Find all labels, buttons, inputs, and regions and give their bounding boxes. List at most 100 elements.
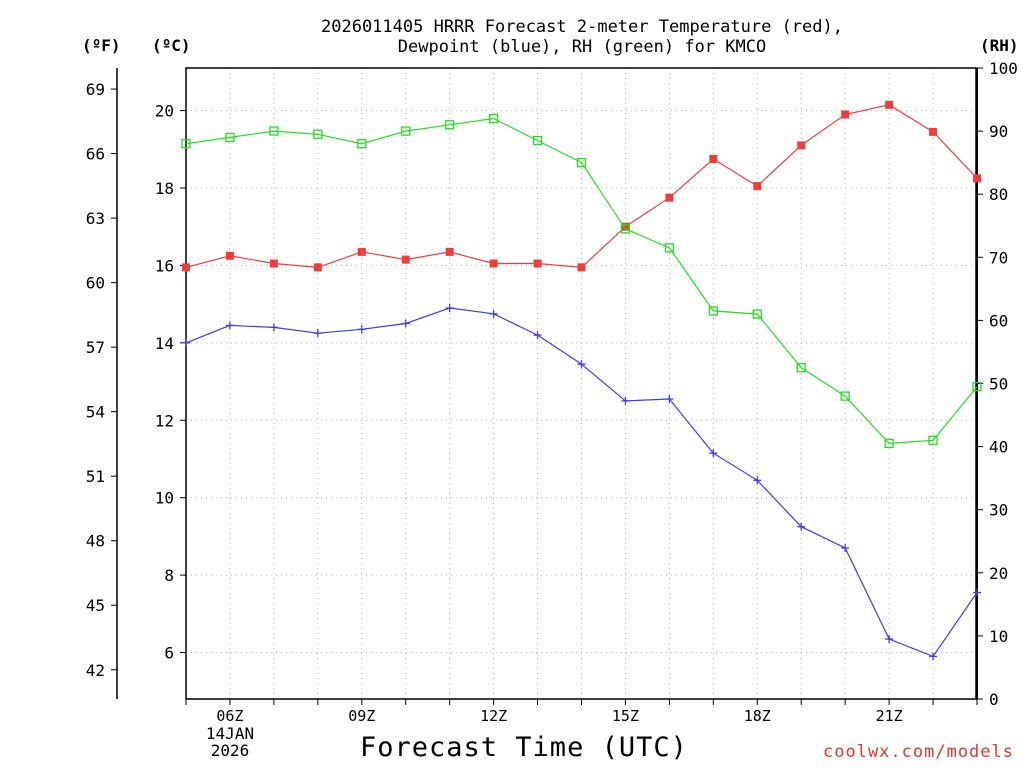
fahrenheit-tick-label: 69: [86, 80, 105, 99]
dewpoint-point: [973, 588, 981, 597]
dewpoint-point: [621, 396, 630, 405]
rh-series: [181, 113, 982, 449]
rh-point: [708, 306, 718, 316]
rh-point: [884, 438, 894, 449]
date-line-2: 2026: [210, 741, 250, 760]
rh-point: [576, 157, 587, 168]
rh-point: [357, 139, 367, 149]
fahrenheit-tick-label: 54: [86, 403, 105, 422]
fahrenheit-tick-label: 51: [86, 467, 105, 486]
celsius-tick-label: 12: [155, 411, 174, 430]
fahrenheit-unit-label: (ºF): [82, 36, 121, 55]
temperature-point: [841, 110, 850, 119]
dewpoint-series: [182, 304, 981, 661]
dewpoint-point: [797, 522, 806, 531]
title-line-1: 2026011405 HRRR Forecast 2-meter Tempera…: [321, 17, 843, 37]
dewpoint-point: [665, 394, 674, 403]
x-axis-title: Forecast Time (UTC): [360, 732, 688, 763]
temperature-point: [885, 100, 894, 109]
x-tick-label: 15Z: [612, 707, 639, 725]
rh-tick-label: 70: [989, 248, 1008, 267]
rh-point: [664, 243, 675, 253]
temperature-point: [489, 259, 498, 268]
celsius-tick-label: 16: [155, 256, 174, 275]
temperature-point: [577, 263, 586, 272]
celsius-tick-label: 8: [164, 566, 174, 585]
rh-point: [972, 382, 982, 392]
x-tick-label: 12Z: [480, 707, 507, 725]
rh-point: [488, 113, 499, 124]
dewpoint-point: [182, 338, 190, 347]
axis-ticks: 06Z 09Z 12Z 15Z 18Z 21Z 6 8 10 12 14 16 18 20 42 45 48 51…: [86, 59, 1018, 725]
x-tick-label: 06Z: [216, 707, 243, 725]
fahrenheit-tick-label: 63: [86, 209, 105, 228]
rh-line: [185, 117, 978, 445]
temperature-point: [357, 247, 366, 256]
celsius-unit-label: (ºC): [152, 36, 191, 55]
dewpoint-point: [313, 329, 322, 338]
rh-tick-label: 60: [989, 311, 1008, 330]
dewpoint-point: [357, 325, 366, 334]
temperature-point: [269, 259, 278, 268]
temperature-point: [182, 263, 190, 272]
rh-point: [532, 135, 543, 146]
temperature-point: [225, 251, 234, 260]
rh-tick-label: 30: [989, 501, 1008, 520]
rh-point: [796, 363, 806, 373]
rh-point: [752, 309, 762, 319]
fahrenheit-tick-label: 42: [86, 661, 105, 680]
fahrenheit-tick-label: 48: [86, 532, 105, 551]
chart-title: 2026011405 HRRR Forecast 2-meter Tempera…: [0, 17, 1024, 57]
credit-link[interactable]: coolwx.com/models: [823, 742, 1014, 762]
dewpoint-point: [533, 331, 542, 340]
dewpoint-point: [489, 309, 498, 318]
dewpoint-point: [753, 476, 762, 485]
fahrenheit-tick-label: 45: [86, 596, 105, 615]
rh-point: [928, 435, 938, 445]
temperature-point: [709, 154, 718, 163]
rh-tick-label: 100: [989, 59, 1018, 78]
temperature-point: [665, 193, 674, 202]
rh-point: [181, 139, 191, 149]
date-line-1: 14JAN: [205, 724, 255, 743]
temperature-point: [973, 174, 981, 183]
dewpoint-point: [269, 323, 278, 332]
fahrenheit-tick-label: 66: [86, 145, 105, 164]
dewpoint-point: [577, 360, 586, 369]
title-line-2: Dewpoint (blue), RH (green) for KMCO: [397, 37, 767, 57]
fahrenheit-tick-label: 57: [86, 338, 105, 357]
celsius-tick-label: 18: [155, 179, 174, 198]
data-series: [181, 100, 982, 661]
temperature-point: [401, 255, 410, 264]
rh-point: [269, 126, 279, 136]
rh-point: [620, 224, 631, 234]
dewpoint-point: [885, 634, 894, 643]
rh-tick-label: 80: [989, 185, 1008, 204]
dewpoint-point: [225, 321, 234, 330]
celsius-tick-label: 10: [155, 489, 174, 508]
date-label: 14JAN 2026: [206, 725, 254, 759]
rh-tick-label: 10: [989, 627, 1008, 646]
rh-point: [401, 126, 411, 136]
x-tick-label: 09Z: [348, 707, 375, 725]
dewpoint-point: [401, 319, 410, 328]
temperature-point: [753, 182, 762, 191]
celsius-tick-label: 20: [155, 102, 174, 121]
dewpoint-point: [709, 449, 718, 458]
rh-point: [840, 391, 850, 401]
rh-tick-label: 90: [989, 122, 1008, 141]
temperature-point: [929, 127, 938, 136]
temperature-point: [797, 141, 806, 150]
temperature-series: [182, 100, 981, 272]
temperature-point: [533, 259, 542, 268]
fahrenheit-tick-label: 60: [86, 274, 105, 293]
rh-tick-label: 40: [989, 438, 1008, 457]
rh-unit-label: (RH): [980, 36, 1019, 55]
x-tick-label: 21Z: [876, 707, 903, 725]
dewpoint-point: [841, 544, 850, 553]
celsius-tick-label: 6: [164, 644, 174, 663]
rh-tick-label: 0: [989, 690, 999, 709]
temperature-point: [313, 263, 322, 272]
rh-tick-label: 20: [989, 564, 1008, 583]
